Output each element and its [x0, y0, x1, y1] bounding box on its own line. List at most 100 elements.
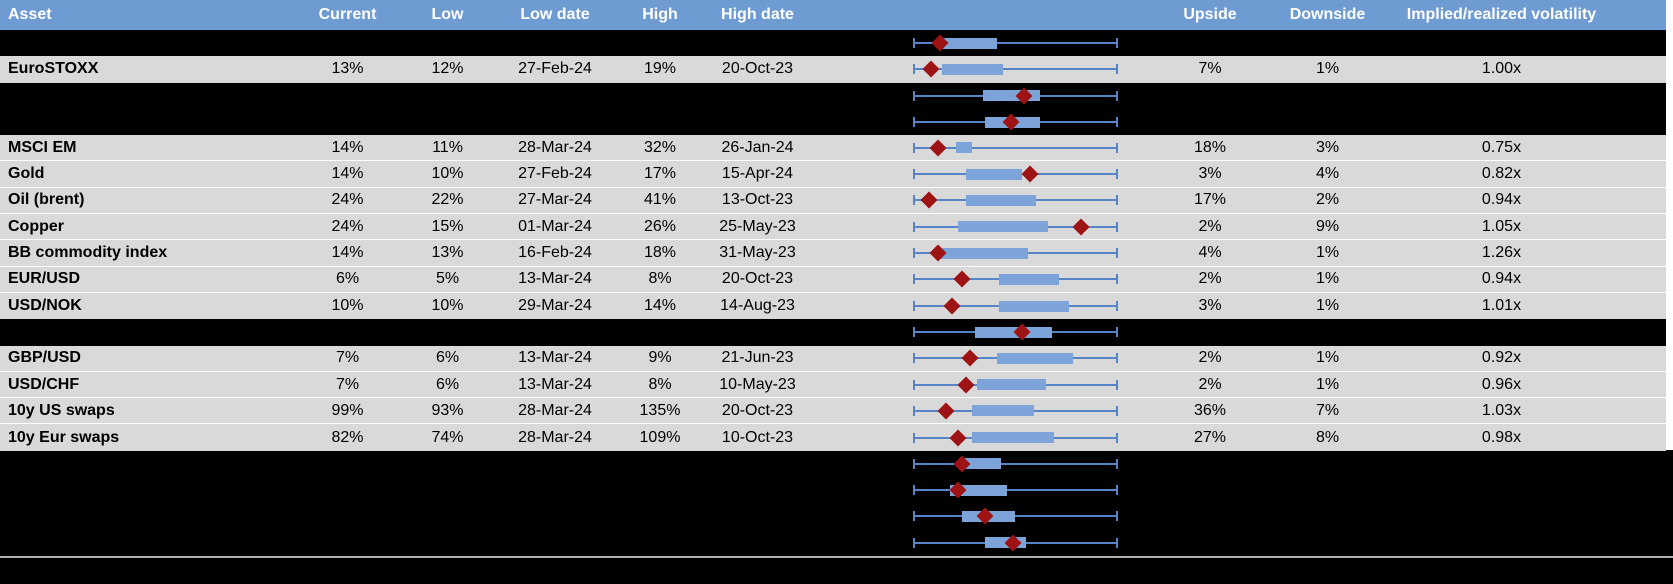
table-row[interactable] [0, 82, 1666, 109]
asset-cell[interactable]: GBP/USD [8, 349, 81, 367]
boxplot[interactable] [913, 30, 1118, 56]
asset-cell[interactable]: EUR/USD [8, 270, 81, 288]
downside-cell[interactable]: 8% [1315, 428, 1340, 446]
table-row[interactable]: Gold 14% 10% 27-Feb-24 17% 15-Apr-24 3% … [0, 161, 1666, 188]
table-row[interactable] [0, 477, 1666, 504]
low-date-cell[interactable]: 28-Mar-24 [518, 428, 592, 446]
vol-cell[interactable]: 0.96x [1481, 375, 1522, 393]
high-date-cell[interactable]: 25-May-23 [719, 217, 796, 235]
downside-cell[interactable]: 1% [1315, 270, 1340, 288]
upside-cell[interactable]: 2% [1198, 217, 1222, 235]
table-row[interactable]: 10y US swaps 99% 93% 28-Mar-24 135% 20-O… [0, 398, 1666, 425]
current-cell[interactable]: 7% [335, 375, 360, 393]
low-date-cell[interactable]: 27-Feb-24 [518, 60, 592, 78]
current-cell[interactable]: 14% [331, 165, 364, 183]
downside-cell[interactable]: 1% [1315, 349, 1340, 367]
boxplot[interactable] [913, 424, 1118, 450]
boxplot[interactable] [913, 56, 1118, 82]
high-date-cell[interactable]: 21-Jun-23 [721, 349, 794, 367]
low-date-cell[interactable]: 16-Feb-24 [518, 244, 592, 262]
downside-cell[interactable]: 1% [1315, 375, 1340, 393]
upside-cell[interactable]: 4% [1198, 244, 1222, 262]
high-cell[interactable]: 41% [643, 191, 677, 209]
table-row[interactable]: Copper 24% 15% 01-Mar-24 26% 25-May-23 2… [0, 214, 1666, 241]
current-cell[interactable]: 7% [335, 349, 360, 367]
boxplot[interactable] [913, 293, 1118, 319]
upside-cell[interactable]: 17% [1193, 191, 1227, 209]
high-date-cell[interactable]: 20-Oct-23 [721, 401, 794, 419]
vol-cell[interactable]: 0.75x [1481, 138, 1522, 156]
upside-cell[interactable]: 2% [1198, 270, 1222, 288]
low-cell[interactable]: 93% [431, 401, 464, 419]
boxplot[interactable] [913, 477, 1118, 503]
boxplot[interactable] [913, 503, 1118, 529]
asset-cell[interactable]: Oil (brent) [8, 191, 85, 209]
low-cell[interactable]: 12% [431, 60, 464, 78]
low-cell[interactable]: 15% [431, 217, 464, 235]
table-row[interactable]: GBP/USD 7% 6% 13-Mar-24 9% 21-Jun-23 2% … [0, 345, 1666, 372]
low-cell[interactable]: 74% [431, 428, 464, 446]
vol-cell[interactable]: 0.94x [1481, 270, 1522, 288]
upside-cell[interactable]: 2% [1198, 375, 1222, 393]
table-row[interactable] [0, 529, 1666, 556]
vol-cell[interactable]: 1.00x [1481, 60, 1522, 78]
upside-cell[interactable]: 7% [1198, 60, 1222, 78]
boxplot[interactable] [913, 214, 1118, 240]
low-date-cell[interactable]: 13-Mar-24 [518, 375, 592, 393]
boxplot[interactable] [913, 266, 1118, 292]
column-header-low-date[interactable]: Low date [520, 6, 590, 23]
high-cell[interactable]: 135% [639, 401, 681, 419]
asset-cell[interactable]: 10y US swaps [8, 401, 115, 419]
low-cell[interactable]: 6% [435, 349, 460, 367]
current-cell[interactable]: 82% [331, 428, 364, 446]
boxplot[interactable] [913, 83, 1118, 109]
downside-cell[interactable]: 2% [1315, 191, 1340, 209]
current-cell[interactable]: 14% [331, 138, 364, 156]
high-date-cell[interactable]: 31-May-23 [719, 244, 796, 262]
low-cell[interactable]: 10% [431, 165, 464, 183]
current-cell[interactable]: 99% [331, 401, 364, 419]
boxplot[interactable] [913, 371, 1118, 397]
high-cell[interactable]: 8% [648, 375, 672, 393]
asset-cell[interactable]: USD/CHF [8, 375, 80, 393]
boxplot[interactable] [913, 451, 1118, 477]
column-header-implied-realized-volatility[interactable]: Implied/realized volatility [1406, 6, 1597, 23]
low-cell[interactable]: 10% [431, 297, 464, 315]
low-date-cell[interactable]: 28-Mar-24 [518, 138, 592, 156]
column-header-asset[interactable]: Asset [8, 6, 52, 23]
table-row[interactable]: 10y Eur swaps 82% 74% 28-Mar-24 109% 10-… [0, 424, 1666, 451]
boxplot[interactable] [913, 530, 1118, 556]
column-header-high-date[interactable]: High date [721, 6, 794, 23]
low-cell[interactable]: 11% [432, 138, 463, 156]
current-cell[interactable]: 24% [331, 217, 364, 235]
table-row[interactable]: BB commodity index 14% 13% 16-Feb-24 18%… [0, 240, 1666, 267]
boxplot[interactable] [913, 319, 1118, 345]
boxplot[interactable] [913, 345, 1118, 371]
downside-cell[interactable]: 1% [1315, 297, 1340, 315]
downside-cell[interactable]: 9% [1315, 217, 1340, 235]
high-cell[interactable]: 8% [648, 270, 672, 288]
column-header-current[interactable]: Current [318, 6, 377, 23]
column-header-downside[interactable]: Downside [1289, 6, 1366, 23]
asset-cell[interactable]: Gold [8, 165, 45, 183]
table-row[interactable] [0, 108, 1666, 136]
downside-cell[interactable]: 1% [1315, 244, 1340, 262]
high-cell[interactable]: 32% [643, 138, 677, 156]
high-cell[interactable]: 9% [648, 349, 672, 367]
low-date-cell[interactable]: 13-Mar-24 [518, 270, 592, 288]
downside-cell[interactable]: 3% [1315, 138, 1340, 156]
high-cell[interactable]: 17% [643, 165, 677, 183]
asset-cell[interactable]: Copper [8, 217, 64, 235]
high-date-cell[interactable]: 14-Aug-23 [720, 297, 795, 315]
boxplot[interactable] [913, 135, 1118, 161]
low-date-cell[interactable]: 27-Mar-24 [518, 191, 592, 209]
boxplot[interactable] [913, 109, 1118, 135]
downside-cell[interactable]: 1% [1315, 60, 1340, 78]
boxplot[interactable] [913, 240, 1118, 266]
vol-cell[interactable]: 0.92x [1481, 349, 1522, 367]
table-row[interactable] [0, 503, 1666, 530]
current-cell[interactable]: 6% [335, 270, 360, 288]
column-header-low[interactable]: Low [431, 6, 464, 23]
table-row[interactable]: Oil (brent) 24% 22% 27-Mar-24 41% 13-Oct… [0, 187, 1666, 215]
high-cell[interactable]: 26% [643, 217, 677, 235]
